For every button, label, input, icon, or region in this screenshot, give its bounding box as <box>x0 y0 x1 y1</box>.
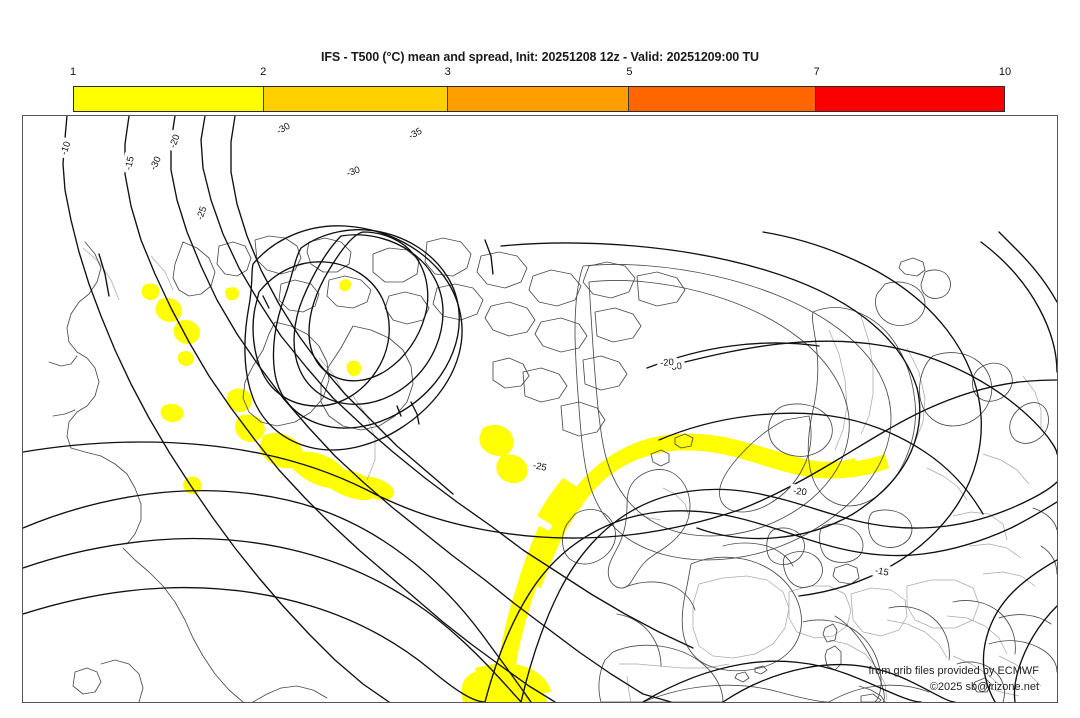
contour-label--10: -10 <box>59 140 74 156</box>
contour-label--30: -30 <box>345 164 362 179</box>
contour-label-halo <box>529 458 551 474</box>
map-frame[interactable]: -10-15-20-25-35-30-30-20-20-15-30-30-25 … <box>22 115 1058 703</box>
spread-colorbar <box>73 86 1005 112</box>
colorbar-band-5-7 <box>629 87 817 111</box>
contour-label-halo <box>341 161 365 181</box>
contour-label--15: -15 <box>123 155 137 171</box>
contour-label-halo <box>164 129 184 153</box>
colorbar-tick-10: 10 <box>998 66 1012 78</box>
contour-label--15: -15 <box>874 565 889 578</box>
colorbar-tick-2: 2 <box>260 66 267 78</box>
colorbar-band-1-2 <box>74 87 264 111</box>
page-title: IFS - T500 (°C) mean and spread, Init: 2… <box>321 50 759 64</box>
contour-labels-layer: -10-15-20-25-35-30-30-20-20-15-30-30-25 <box>56 117 893 579</box>
colorbar-tick-1: 1 <box>69 66 77 78</box>
contour-label--25: -25 <box>195 205 210 221</box>
contour-label-halo <box>789 483 811 499</box>
colorbar-tick-labels: 1 2 3 5 7 10 <box>69 66 1011 84</box>
colorbar-band-2-3 <box>263 87 448 111</box>
contour-label--20: -20 <box>792 486 807 499</box>
contour-label-halo <box>271 117 295 139</box>
contour-label-halo <box>145 151 165 175</box>
coastlines-layer <box>48 235 1057 702</box>
contour-label--30: -30 <box>148 155 164 172</box>
contour-label-halo <box>192 201 210 225</box>
contour-label--20: -20 <box>167 133 182 150</box>
colorbar-band-3-5 <box>447 87 630 111</box>
contour-label-halo <box>656 355 678 369</box>
contour-label-halo <box>121 152 137 174</box>
contour-label-halo <box>56 136 74 160</box>
colorbar-band-7-10 <box>816 87 1004 111</box>
colorbar-tick-3: 3 <box>444 66 451 78</box>
contour-label--25: -25 <box>532 460 548 474</box>
isotherm-contours-layer <box>23 116 1057 702</box>
contour-label-halo <box>871 563 893 579</box>
contour-label--20: -20 <box>660 357 674 369</box>
colorbar-tick-7: 7 <box>813 66 820 78</box>
colorbar-tick-5: 5 <box>626 66 633 78</box>
colorbar-container: 1 2 3 5 7 10 <box>70 66 1011 112</box>
contour-label-halo <box>403 123 427 143</box>
map-canvas[interactable]: -10-15-20-25-35-30-30-20-20-15-30-30-25 <box>23 116 1057 702</box>
